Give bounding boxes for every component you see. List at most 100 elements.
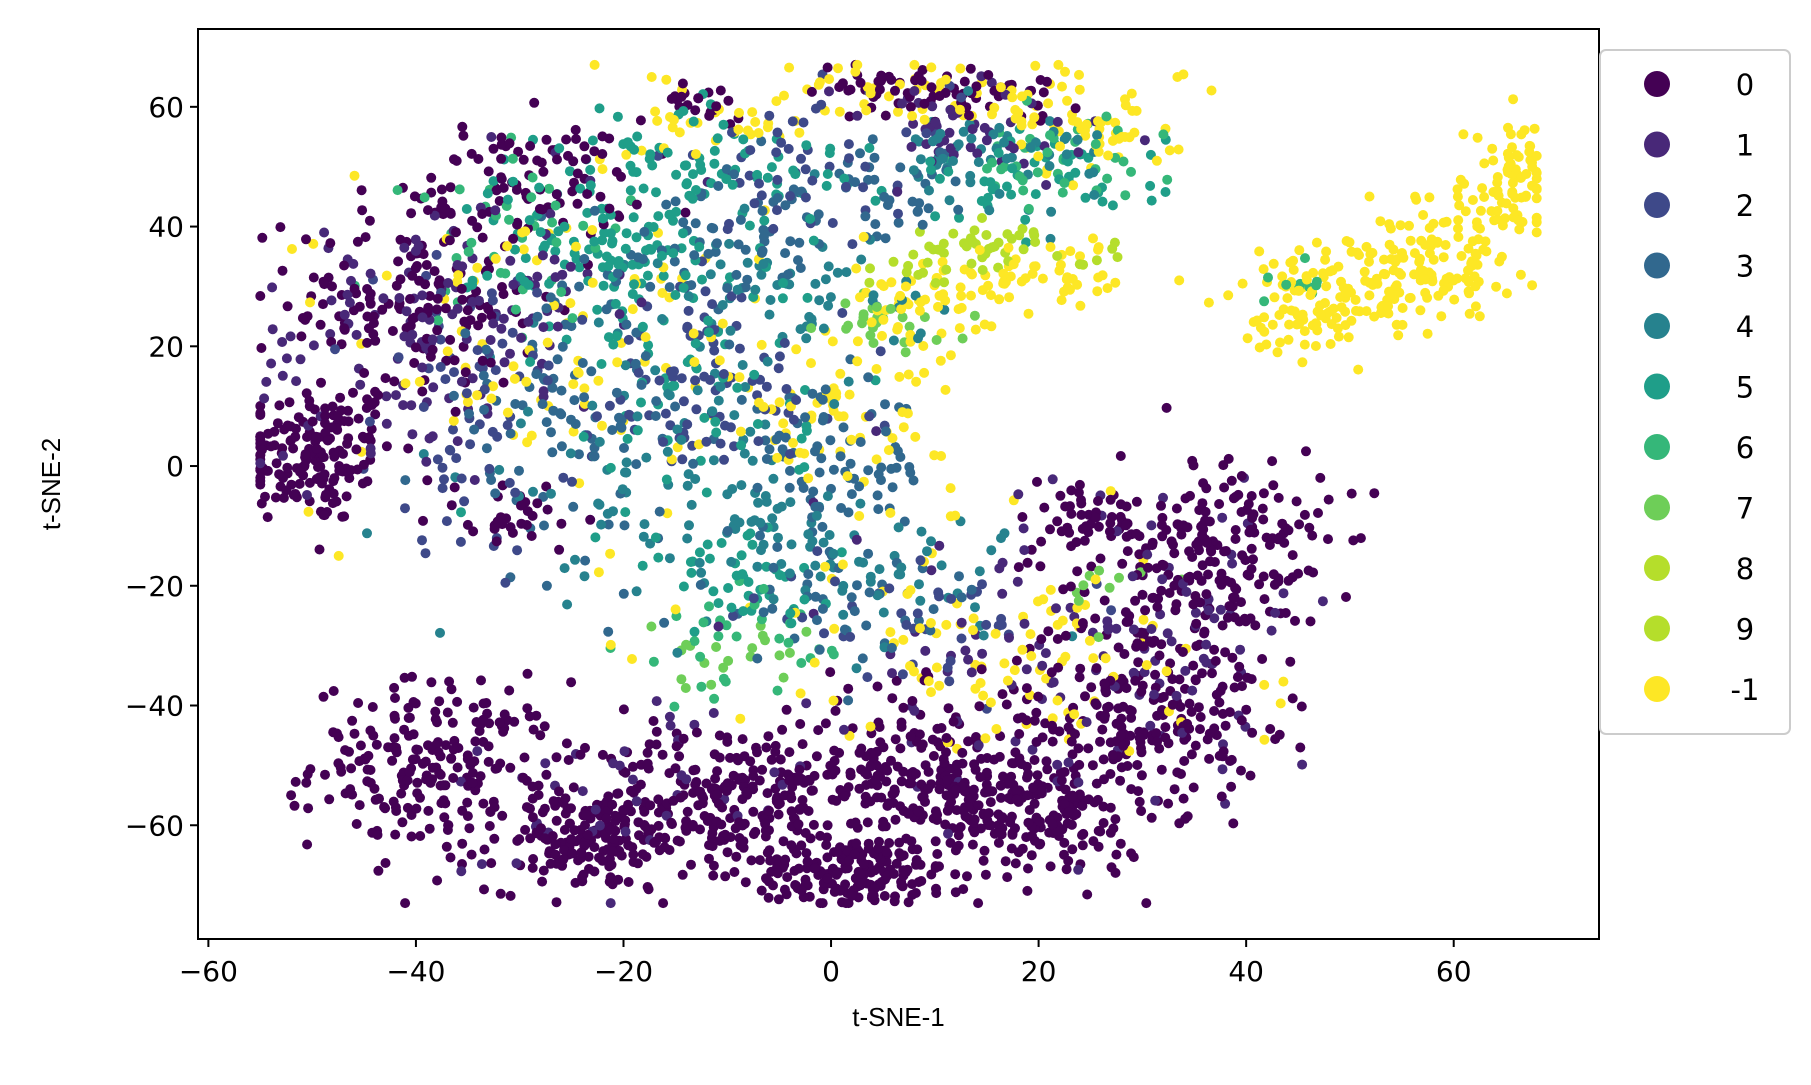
scatter-point: [790, 169, 801, 180]
scatter-point: [678, 581, 689, 592]
scatter-point: [512, 545, 523, 556]
scatter-point: [620, 507, 631, 518]
scatter-point: [852, 336, 863, 347]
scatter-point: [418, 515, 428, 526]
scatter-point: [1067, 749, 1078, 760]
scatter-point: [708, 586, 719, 597]
scatter-point: [880, 821, 891, 832]
scatter-point: [768, 880, 778, 891]
scatter-point: [603, 519, 614, 530]
scatter-point: [909, 666, 919, 677]
scatter-point: [1323, 534, 1333, 545]
scatter-point: [535, 730, 546, 741]
scatter-point: [435, 769, 446, 780]
scatter-point: [872, 681, 883, 692]
scatter-point: [1152, 601, 1163, 612]
scatter-point: [1139, 135, 1150, 146]
scatter-point: [830, 765, 841, 776]
scatter-point: [432, 875, 443, 886]
scatter-point: [291, 376, 302, 387]
scatter-point: [620, 767, 631, 778]
scatter-point: [688, 458, 699, 469]
scatter-point: [657, 749, 668, 760]
scatter-point: [799, 462, 810, 473]
scatter-point: [481, 344, 492, 355]
scatter-point: [1489, 215, 1500, 226]
scatter-point: [364, 416, 375, 427]
scatter-point: [736, 292, 747, 303]
scatter-point: [547, 831, 558, 841]
scatter-point: [1023, 203, 1034, 214]
scatter-point: [572, 198, 583, 209]
scatter-point: [562, 599, 573, 610]
scatter-point: [684, 520, 694, 531]
scatter-point: [1058, 584, 1069, 595]
scatter-point: [1236, 471, 1247, 481]
scatter-point: [642, 747, 653, 758]
scatter-point: [881, 847, 892, 857]
y-tick-label: 60: [148, 91, 184, 124]
scatter-point: [604, 400, 615, 411]
scatter-point: [302, 839, 313, 850]
scatter-point: [365, 725, 376, 736]
scatter-point: [785, 465, 795, 476]
scatter-point: [550, 200, 561, 211]
scatter-point: [691, 404, 702, 415]
scatter-point: [338, 448, 348, 459]
scatter-point: [813, 725, 824, 736]
scatter-point: [1248, 554, 1258, 565]
scatter-point: [580, 555, 591, 566]
scatter-point: [750, 117, 761, 127]
scatter-point: [599, 227, 610, 238]
scatter-point: [479, 404, 490, 415]
scatter-point: [606, 859, 617, 870]
scatter-point: [1317, 596, 1328, 607]
scatter-point: [1236, 715, 1247, 726]
scatter-point: [869, 152, 880, 163]
scatter-point: [674, 751, 685, 762]
scatter-point: [465, 439, 476, 450]
scatter-point: [498, 182, 509, 193]
scatter-point: [325, 238, 336, 249]
scatter-point: [1062, 272, 1073, 283]
scatter-point: [670, 763, 681, 774]
scatter-point: [701, 436, 712, 447]
scatter-point: [788, 438, 798, 448]
scatter-point: [651, 836, 662, 847]
scatter-point: [948, 228, 959, 239]
scatter-point: [575, 183, 586, 194]
scatter-point: [1424, 192, 1435, 203]
scatter-point: [880, 233, 891, 244]
scatter-point: [1344, 237, 1355, 248]
scatter-point: [932, 849, 943, 859]
scatter-point: [796, 885, 807, 896]
scatter-point: [942, 805, 953, 816]
scatter-point: [294, 478, 305, 489]
scatter-point: [816, 453, 827, 464]
scatter-point: [978, 855, 989, 866]
scatter-point: [1052, 251, 1063, 261]
scatter-point: [669, 256, 680, 267]
scatter-point: [1479, 192, 1490, 202]
scatter-point: [497, 338, 508, 349]
scatter-point: [566, 677, 577, 688]
y-tick-label: −20: [125, 570, 184, 603]
scatter-point: [661, 474, 672, 485]
scatter-point: [762, 788, 773, 799]
scatter-point: [449, 482, 460, 493]
scatter-point: [1296, 701, 1307, 712]
scatter-point: [1270, 607, 1281, 618]
scatter-point: [1410, 191, 1421, 202]
scatter-point: [874, 564, 885, 575]
scatter-point: [830, 576, 840, 587]
scatter-point: [565, 298, 576, 309]
scatter-point: [628, 212, 639, 223]
scatter-point: [1258, 571, 1269, 582]
scatter-point: [648, 222, 659, 232]
scatter-point: [499, 357, 510, 368]
scatter-point: [678, 282, 689, 293]
scatter-point: [1111, 623, 1122, 634]
scatter-point: [788, 414, 799, 425]
scatter-point: [1097, 196, 1108, 207]
